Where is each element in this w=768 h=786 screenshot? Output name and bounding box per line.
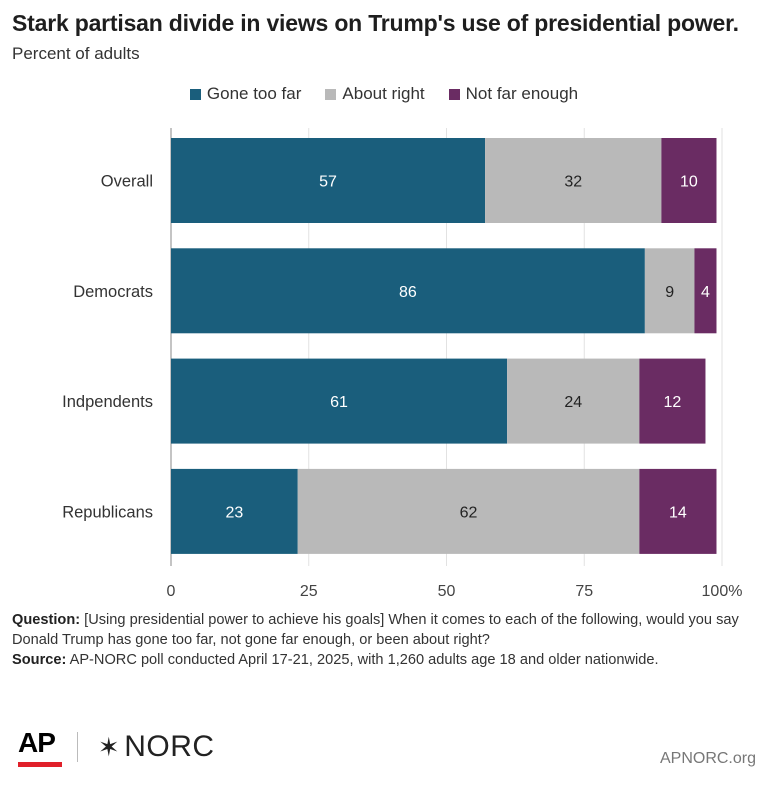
logo-divider [76,732,78,762]
data-label-overall-not-far-enough: 10 [680,174,698,191]
data-label-democrats-about-right: 9 [665,284,674,301]
question-label: Question: [12,612,81,628]
source-text: AP-NORC poll conducted April 17-21, 2025… [66,652,659,668]
chart-subtitle: Percent of adults [12,44,140,63]
data-label-democrats-not-far-enough: 4 [701,284,710,301]
data-label-republicans-not-far-enough: 14 [669,504,687,521]
legend-item-gone-too-far: Gone too far [189,84,302,104]
data-label-indpendents-not-far-enough: 12 [664,394,682,411]
norc-logo-text: NORC [124,730,215,763]
bar-republicans-not-far-enough [639,468,717,554]
legend-item-about-right: About right [325,84,425,104]
bar-democrats-not-far-enough [694,248,717,334]
x-tick-label-100: 100% [702,583,743,600]
bar-indpendents-not-far-enough [639,358,706,444]
legend-swatch-about-right [325,88,337,100]
question-text: [Using presidential power to achieve his… [12,612,739,648]
x-tick-label-25: 25 [300,583,318,600]
data-label-overall-about-right: 32 [564,174,582,191]
legend-swatch-gone-too-far [189,88,201,100]
legend-label-not-far-enough: Not far enough [465,84,579,103]
site-link[interactable]: APNORC.org [659,750,756,767]
source-note: Source: AP-NORC poll conducted April 17-… [12,650,757,670]
bar-indpendents-gone-too-far [171,358,508,444]
category-label-overall: Overall [101,173,153,191]
ap-logo: AP [18,727,62,767]
norc-star-icon: ✶ [97,731,121,762]
stacked-bar-chart: 0 25 50 75 100% Overall 57 32 10 Democrats 86 9 4 Ind… [62,128,743,600]
x-tick-label-0: 0 [167,583,176,600]
bar-democrats-gone-too-far [171,248,645,334]
chart-notes: Question: [Using presidential power to a… [12,610,757,670]
bar-indpendents-about-right [507,358,640,444]
source-label: Source: [12,652,67,668]
bar-overall-about-right [485,138,662,223]
legend-label-gone-too-far: Gone too far [206,84,302,103]
bar-democrats-about-right [644,248,695,334]
bar-republicans-about-right [297,468,640,554]
data-label-indpendents-about-right: 24 [564,394,582,411]
footer-logos: AP ✶ NORC [18,722,215,772]
legend-swatch-not-far-enough [448,88,460,100]
legend-item-not-far-enough: Not far enough [448,84,579,104]
bar-overall-gone-too-far [171,138,486,223]
question-note: Question: [Using presidential power to a… [12,610,757,650]
ap-logo-bar [18,762,62,767]
bar-overall-not-far-enough [661,138,717,223]
category-label-republicans: Republicans [62,503,153,521]
legend: Gone too far About right Not far enough [0,84,768,104]
data-label-indpendents-gone-too-far: 61 [330,394,348,411]
data-label-republicans-about-right: 62 [460,504,478,521]
chart-title: Stark partisan divide in views on Trump'… [12,10,739,36]
x-tick-label-75: 75 [575,583,593,600]
norc-logo: ✶ NORC [98,730,215,764]
category-label-indpendents: Indpendents [62,393,153,411]
data-label-democrats-gone-too-far: 86 [399,284,417,301]
legend-label-about-right: About right [342,84,425,103]
ap-logo-text: AP [18,727,56,758]
category-label-democrats: Democrats [73,283,153,301]
data-label-republicans-gone-too-far: 23 [225,504,243,521]
data-label-overall-gone-too-far: 57 [319,174,337,191]
x-tick-label-50: 50 [438,583,456,600]
bar-republicans-gone-too-far [171,468,298,554]
